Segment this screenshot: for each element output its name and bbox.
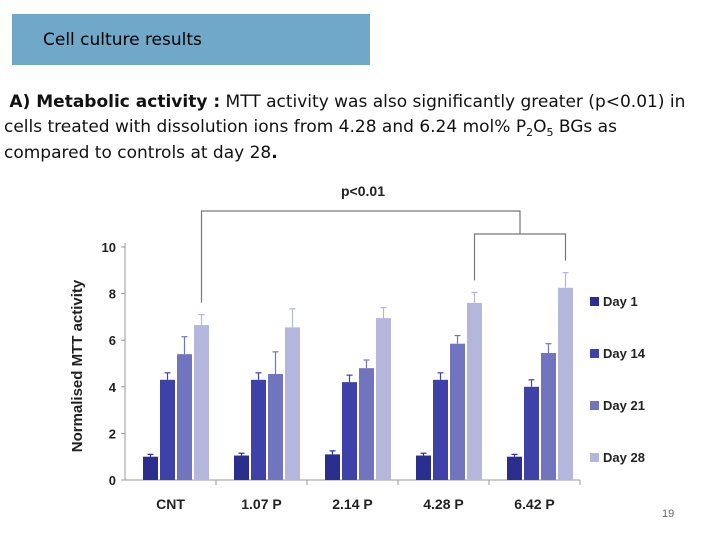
- oxygen-letter: O: [533, 116, 547, 137]
- legend-swatch: [590, 349, 599, 358]
- bar: [558, 287, 573, 480]
- y-tick-label: 2: [109, 426, 116, 441]
- bar: [285, 327, 300, 480]
- bar: [342, 382, 357, 480]
- y-tick-label: 4: [109, 380, 117, 395]
- y-tick-label: 8: [109, 287, 116, 302]
- bar: [194, 325, 209, 480]
- bar: [416, 455, 431, 480]
- body-line-3-text: compared to controls at day 28: [4, 143, 272, 163]
- subscript-2: 2: [526, 125, 534, 139]
- body-line-1-text: MTT activity was also significantly grea…: [220, 92, 686, 112]
- x-tick-label: 4.28 P: [423, 496, 463, 512]
- legend-swatch: [590, 401, 599, 410]
- legend-swatch: [590, 297, 599, 306]
- bar: [325, 454, 340, 480]
- body-line-1: A) Metabolic activity : MTT activity was…: [4, 90, 716, 115]
- bar: [376, 318, 391, 480]
- legend-label: Day 14: [603, 346, 646, 361]
- body-line-2: cells treated with dissolution ions from…: [4, 115, 716, 142]
- body-period: .: [271, 143, 278, 163]
- legend-label: Day 28: [603, 450, 645, 465]
- x-tick-label: 2.14 P: [332, 496, 372, 512]
- y-tick-label: 6: [109, 333, 116, 348]
- body-line-3: compared to controls at day 28.: [4, 141, 716, 166]
- body-line-2-tail: BGs as: [553, 116, 617, 137]
- bar: [268, 373, 283, 480]
- x-tick-label: 1.07 P: [241, 496, 281, 512]
- subscript-5: 5: [546, 125, 554, 139]
- legend-swatch: [590, 453, 599, 462]
- section-label: A) Metabolic activity :: [9, 92, 221, 112]
- bar: [359, 368, 374, 480]
- legend-label: Day 21: [603, 398, 645, 413]
- bar: [160, 379, 175, 480]
- y-tick-label: 0: [109, 473, 116, 488]
- legend-label: Day 1: [603, 294, 638, 309]
- bar: [541, 353, 556, 480]
- bar: [524, 386, 539, 480]
- bar: [251, 379, 266, 480]
- body-paragraph: A) Metabolic activity : MTT activity was…: [4, 90, 716, 166]
- body-line-2-text: cells treated with dissolution ions from…: [4, 116, 527, 137]
- slide-title-box: Cell culture results: [12, 14, 370, 65]
- significance-bracket: [200, 210, 521, 303]
- bar: [507, 456, 522, 480]
- bar: [234, 455, 249, 480]
- bar: [450, 343, 465, 480]
- bar: [143, 456, 158, 480]
- slide-title: Cell culture results: [43, 29, 202, 50]
- bar: [433, 379, 448, 480]
- bar: [177, 354, 192, 480]
- slide-number: 19: [662, 508, 675, 520]
- significance-label: p<0.01: [341, 183, 385, 199]
- x-tick-label: CNT: [156, 496, 185, 512]
- y-axis-title: Normalised MTT activity: [69, 279, 86, 452]
- bar: [467, 302, 482, 480]
- y-tick-label: 10: [102, 240, 116, 255]
- significance-bracket-sub: [473, 233, 567, 281]
- x-tick-label: 6.42 P: [514, 496, 554, 512]
